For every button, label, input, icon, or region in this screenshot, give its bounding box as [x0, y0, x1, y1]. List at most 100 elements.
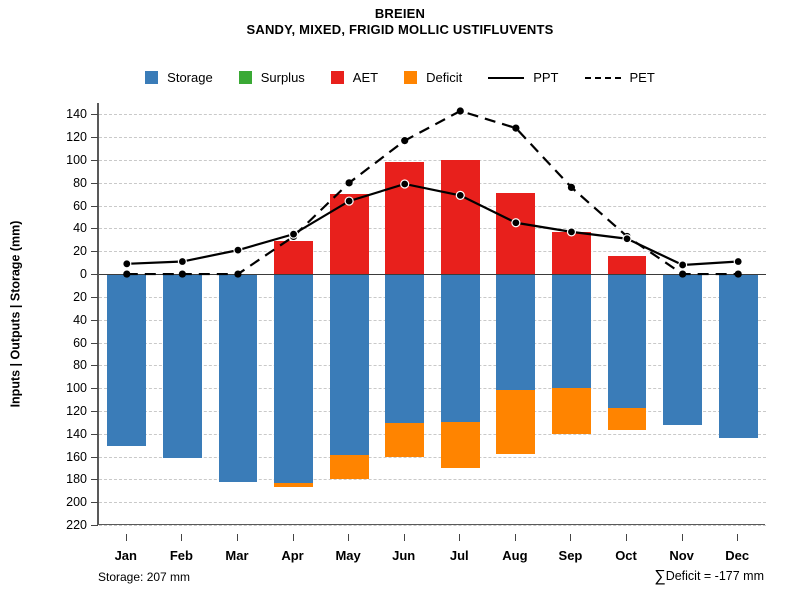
legend-item-aet[interactable]: AET	[330, 70, 379, 85]
point-pet-jun	[401, 137, 409, 145]
point-ppt-apr	[288, 229, 299, 239]
y-tick-label: 200	[66, 495, 87, 510]
x-label-nov: Nov	[669, 548, 694, 563]
point-pet-aug	[512, 124, 520, 132]
y-tick-label: 0	[80, 267, 87, 282]
y-tick-mark	[91, 342, 98, 344]
y-tick-label: 60	[73, 198, 87, 213]
point-pet-sep	[567, 183, 576, 191]
point-ppt-dec	[733, 256, 743, 267]
point-ppt-may	[344, 196, 354, 206]
bar-storage-aug	[496, 274, 536, 391]
y-tick-mark	[91, 205, 98, 207]
gridline	[99, 365, 766, 367]
bar-storage-nov	[663, 274, 703, 425]
x-label-aug: Aug	[502, 548, 528, 563]
gridline	[99, 502, 766, 504]
y-tick-label: 40	[73, 312, 87, 327]
chart-legend: Storage Surplus AET Deficit PPT PET	[0, 70, 800, 85]
legend-label: PET	[629, 70, 655, 85]
line-ppt	[126, 182, 739, 267]
bar-storage-may	[329, 274, 369, 456]
point-ppt-jul	[455, 190, 465, 200]
point-ppt-mar	[233, 245, 243, 255]
bar-storage-jan	[107, 274, 147, 447]
y-tick-label: 220	[66, 518, 87, 532]
point-ppt-aug	[511, 218, 521, 228]
page-title: BREIEN	[374, 6, 426, 21]
y-tick-mark	[91, 479, 98, 481]
x-label-feb: Feb	[169, 548, 193, 563]
line-series-layer	[122, 107, 743, 278]
y-tick-label: 180	[66, 472, 87, 487]
y-tick-mark	[91, 433, 98, 435]
legend-item-deficit[interactable]: Deficit	[404, 70, 462, 85]
legend-item-ppt[interactable]: PPT	[488, 70, 559, 85]
x-label-jun: Jun	[392, 548, 416, 563]
y-tick-label: 20	[73, 289, 87, 304]
x-tick	[181, 534, 183, 541]
bar-storage-jun	[385, 274, 425, 424]
x-label-oct: Oct	[615, 548, 637, 563]
sigma-icon: ∑	[654, 568, 666, 585]
chart-title-block: BREIEN SANDY, MIXED, FRIGID MOLLIC USTIF…	[0, 6, 800, 38]
point-ppt-sep	[566, 227, 577, 237]
legend-swatch-icon	[145, 71, 159, 84]
x-label-apr: Apr	[281, 548, 304, 563]
bar-aet-apr	[274, 241, 313, 275]
legend-dashed-line-icon	[584, 76, 621, 79]
y-tick-mark	[91, 160, 98, 162]
point-ppt-jun	[400, 179, 410, 189]
gridline	[99, 525, 766, 526]
zero-axis-line	[99, 274, 766, 276]
point-pet-dec	[734, 270, 742, 278]
plot-area	[98, 103, 766, 526]
legend-swatch-icon	[330, 71, 344, 84]
y-tick-label: 120	[66, 130, 87, 145]
legend-item-storage[interactable]: Storage	[145, 70, 213, 85]
x-tick	[514, 534, 516, 541]
x-label-may: May	[335, 548, 361, 563]
x-label-jan: Jan	[114, 548, 137, 563]
bar-aet-oct	[607, 255, 647, 275]
x-tick	[403, 534, 405, 541]
gridline	[99, 182, 766, 184]
bar-storage-feb	[162, 274, 202, 458]
point-pet-jul	[456, 107, 464, 115]
bar-deficit-jul	[440, 422, 480, 468]
y-tick-label: 80	[73, 358, 87, 373]
legend-label: Storage	[167, 70, 213, 85]
y-tick-label: 140	[66, 426, 87, 441]
gridline	[99, 296, 766, 298]
x-label-mar: Mar	[225, 548, 249, 563]
bar-aet-jul	[440, 160, 480, 275]
bar-storage-dec	[718, 274, 758, 439]
y-tick-label: 20	[73, 244, 87, 259]
y-tick-mark	[91, 456, 98, 458]
y-tick-label: 60	[73, 335, 87, 350]
y-tick-label: 80	[73, 175, 87, 190]
point-ppt-jan	[122, 259, 132, 269]
point-pet-mar	[234, 270, 242, 278]
x-tick	[737, 534, 739, 541]
x-tick	[292, 534, 294, 541]
y-axis: 140 120 100 80 60 40 20 0 20 40 60 80 100 120 140 160 18…	[0, 103, 98, 532]
gridline	[99, 410, 766, 412]
point-ppt-oct	[622, 234, 632, 244]
legend-label: AET	[352, 70, 379, 85]
bar-aet-sep	[552, 231, 591, 275]
gridline	[99, 228, 766, 230]
gridline	[99, 342, 766, 344]
gridline	[99, 479, 766, 481]
deficit-sum-text: Deficit = -177 mm	[665, 569, 764, 583]
legend-item-surplus[interactable]: Surplus	[238, 70, 305, 85]
y-tick-mark	[91, 502, 98, 504]
point-ppt-feb	[177, 256, 187, 267]
legend-item-pet[interactable]: PET	[584, 70, 655, 85]
x-tick	[348, 534, 350, 541]
gridline	[99, 251, 766, 253]
point-pet-may	[345, 179, 353, 187]
x-tick	[681, 534, 683, 541]
x-axis-labels: Jan Feb Mar Apr May Jun Jul Aug Sep Oct Nov Dec	[98, 534, 765, 563]
y-tick-mark	[91, 296, 98, 298]
